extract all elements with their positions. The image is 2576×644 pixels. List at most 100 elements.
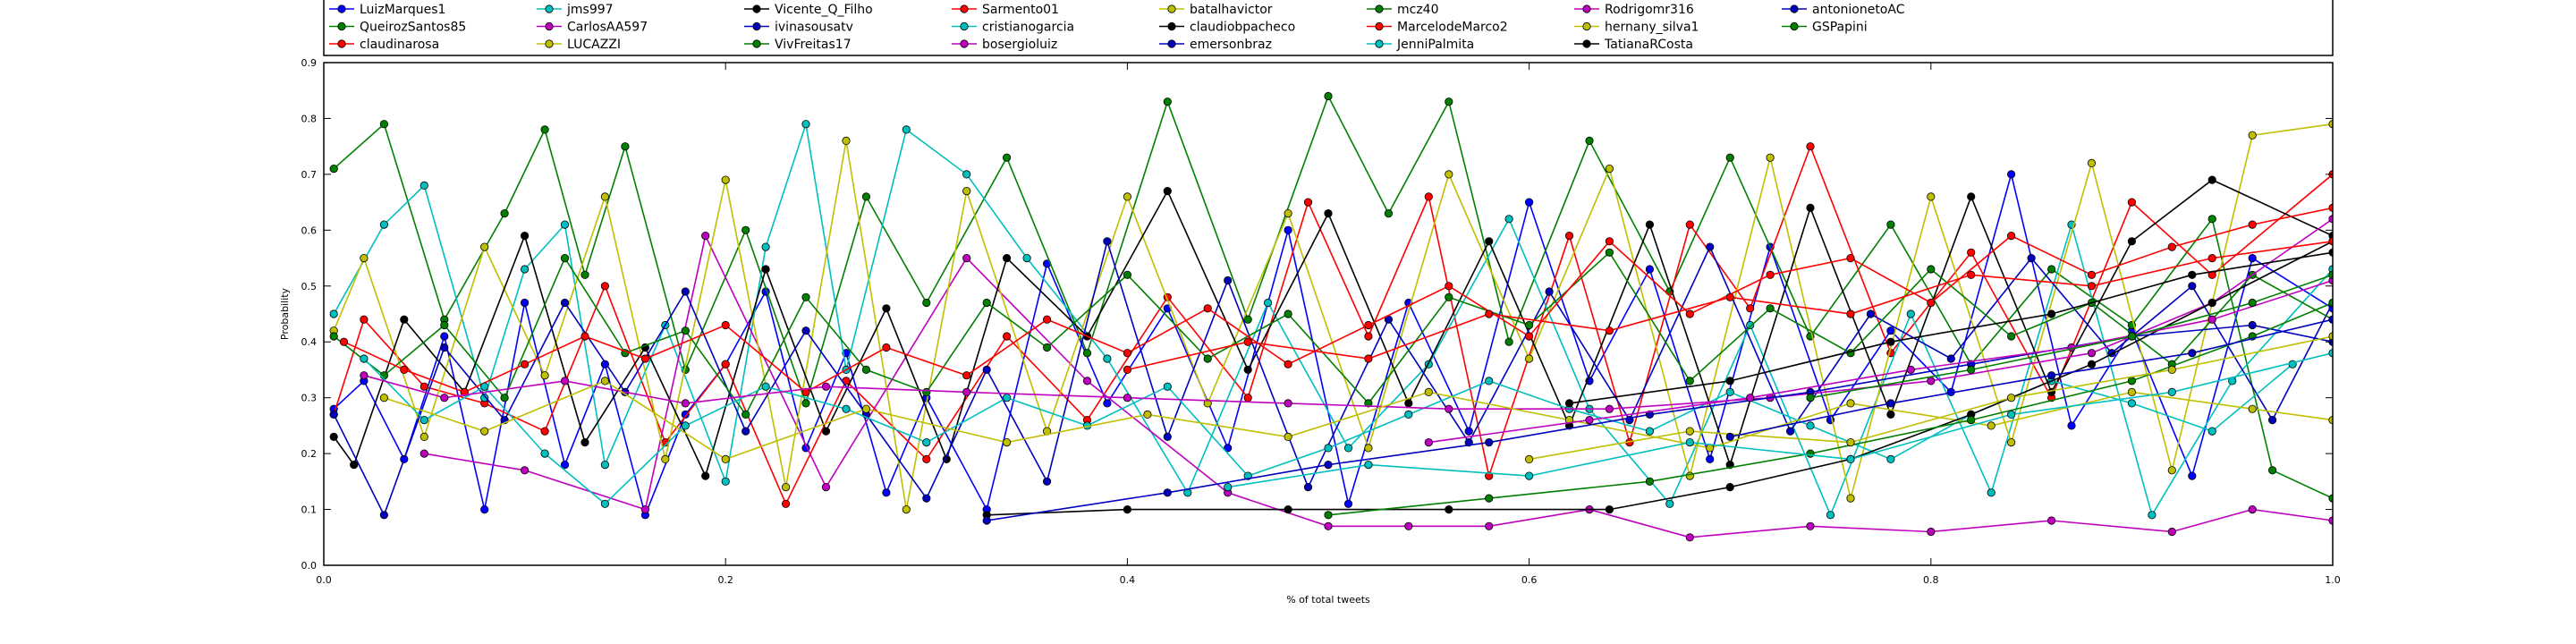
data-point [440, 394, 449, 402]
series-CarlosAA597 [419, 231, 2333, 542]
data-point [701, 231, 710, 241]
data-point [1545, 287, 1554, 296]
data-point [1746, 304, 1755, 313]
data-point [882, 304, 891, 313]
data-point [982, 365, 991, 374]
data-point [2268, 415, 2277, 425]
legend: LuizMarques1 QueirozSantos85 claudinarosa j… [323, 0, 2334, 56]
data-point [2087, 282, 2097, 291]
data-point [2127, 377, 2136, 386]
legend-item: Sarmento01 [952, 3, 1059, 17]
data-point [419, 432, 428, 441]
data-point [1324, 511, 1333, 520]
data-point [2087, 270, 2097, 279]
legend-swatch-marker [1582, 4, 1591, 13]
data-point [1725, 153, 1734, 162]
data-point [1203, 304, 1212, 313]
data-point [500, 394, 509, 402]
data-point [1123, 270, 1132, 279]
legend-swatch-marker [752, 21, 761, 31]
data-point [2087, 360, 2097, 369]
data-point [801, 120, 810, 129]
data-point [1485, 521, 1494, 530]
data-point [1846, 399, 1855, 408]
data-point [379, 511, 388, 520]
data-point [1043, 315, 1052, 324]
series-hernany_silva1 [1525, 332, 2333, 464]
data-point [500, 209, 509, 218]
series-line [1529, 335, 2333, 461]
data-point [2248, 404, 2257, 413]
data-point [480, 427, 489, 436]
x-tick-label: 0.6 [1521, 574, 1538, 586]
data-point [1123, 349, 1132, 358]
legend-label: Rodrigomr316 [1605, 3, 1694, 17]
legend-item: JenniPalmita [1367, 38, 1474, 52]
data-point [2248, 298, 2257, 308]
data-point [1967, 270, 1976, 279]
data-point [1886, 337, 1895, 346]
data-point [2087, 349, 2097, 358]
series-antonionetoAC [1725, 315, 2333, 441]
data-point [1264, 298, 1273, 308]
data-point [1343, 499, 1353, 508]
data-point [1886, 399, 1895, 408]
data-point [1766, 153, 1775, 162]
data-point [520, 360, 530, 369]
data-point [1806, 203, 1815, 212]
data-point [922, 454, 931, 464]
data-point [2047, 265, 2056, 274]
data-point [1685, 377, 1694, 386]
data-point [962, 387, 971, 396]
data-point [2207, 253, 2216, 263]
data-point [1685, 220, 1694, 229]
data-point [1404, 521, 1413, 530]
data-point [520, 466, 530, 475]
data-point [640, 504, 650, 514]
data-point [721, 175, 730, 184]
data-point [1525, 320, 1534, 330]
data-point [1364, 399, 1373, 408]
data-point [2188, 349, 2197, 358]
data-point [1043, 343, 1052, 352]
data-point [1485, 494, 1494, 503]
plot-frame [323, 62, 2334, 566]
data-point [861, 365, 871, 374]
data-point [1123, 504, 1132, 514]
data-point [1364, 444, 1373, 453]
data-point [1123, 394, 1132, 402]
legend-label: mcz40 [1397, 3, 1439, 17]
data-point [781, 499, 791, 508]
data-point [1946, 354, 1955, 363]
y-tick-label: 0.8 [301, 113, 318, 124]
data-point [360, 253, 369, 263]
series-LuizMarques1 [329, 170, 2333, 520]
data-point [1826, 511, 1835, 520]
data-point [922, 437, 931, 447]
data-point [1003, 332, 1012, 341]
data-point [2328, 315, 2333, 324]
data-point [1284, 209, 1292, 218]
legend-item: mcz40 [1367, 3, 1439, 17]
data-point [1927, 265, 1936, 274]
data-point [1987, 421, 1996, 430]
data-point [2328, 416, 2333, 425]
legend-swatch-marker [1375, 21, 1384, 31]
legend-swatch-marker [545, 39, 554, 48]
data-point [2127, 237, 2136, 246]
data-point [2148, 511, 2157, 520]
data-point [962, 170, 971, 179]
data-point [1645, 265, 1655, 274]
legend-label: bosergioluiz [982, 38, 1057, 52]
data-point [681, 410, 690, 419]
series-claudiobpacheco [982, 237, 2333, 520]
data-point [2167, 527, 2176, 537]
data-point [560, 220, 570, 229]
series-batalhavictor [379, 377, 2333, 464]
data-point [1665, 499, 1674, 508]
x-axis-label: % of total tweets [1286, 594, 1370, 606]
legend-swatch-marker [960, 4, 969, 13]
data-point [329, 332, 338, 341]
data-point [1082, 349, 1092, 358]
y-tick-label: 0.4 [301, 336, 318, 348]
